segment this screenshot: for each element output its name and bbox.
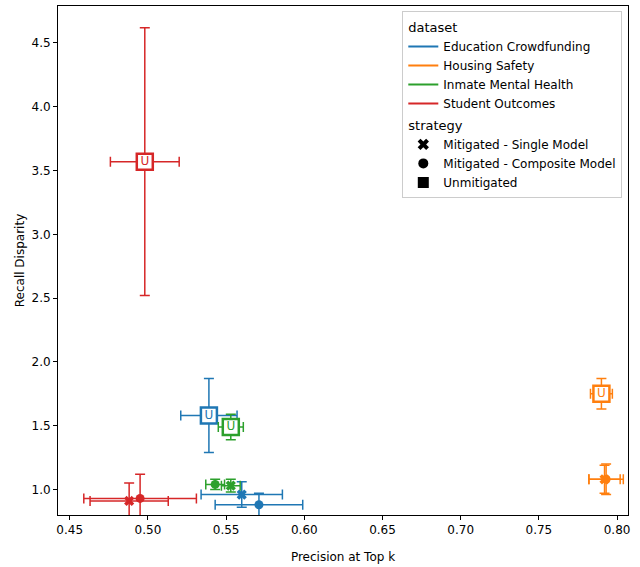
svg-text:0.45: 0.45 [56,523,83,537]
svg-text:Precision at Top k: Precision at Top k [291,550,395,564]
svg-text:2.0: 2.0 [32,355,51,369]
svg-text:Student Outcomes: Student Outcomes [443,97,555,111]
svg-text:0.55: 0.55 [213,523,240,537]
svg-text:U: U [226,419,235,433]
svg-text:0.65: 0.65 [369,523,396,537]
svg-text:Mitigated - Single Model: Mitigated - Single Model [443,138,588,152]
svg-text:strategy: strategy [408,118,463,133]
svg-text:1.0: 1.0 [32,483,51,497]
svg-text:3.5: 3.5 [32,164,51,178]
svg-text:2.5: 2.5 [32,291,51,305]
svg-text:0.80: 0.80 [604,523,631,537]
svg-text:Unmitigated: Unmitigated [443,176,517,190]
svg-text:dataset: dataset [408,20,457,35]
svg-text:U: U [597,386,606,400]
svg-text:0.70: 0.70 [447,523,474,537]
svg-text:U: U [140,154,149,168]
svg-text:Education Crowdfunding: Education Crowdfunding [443,40,590,54]
svg-text:0.75: 0.75 [526,523,553,537]
svg-text:4.5: 4.5 [32,36,51,50]
svg-text:U: U [205,408,214,422]
svg-text:Mitigated - Composite Model: Mitigated - Composite Model [443,157,615,171]
svg-text:1.5: 1.5 [32,419,51,433]
svg-text:3.0: 3.0 [32,228,51,242]
svg-text:0.60: 0.60 [291,523,318,537]
svg-text:0.50: 0.50 [135,523,162,537]
svg-text:Recall Disparity: Recall Disparity [13,214,27,308]
svg-text:Inmate Mental Health: Inmate Mental Health [443,78,573,92]
svg-text:4.0: 4.0 [32,100,51,114]
svg-text:Housing Safety: Housing Safety [443,59,534,73]
